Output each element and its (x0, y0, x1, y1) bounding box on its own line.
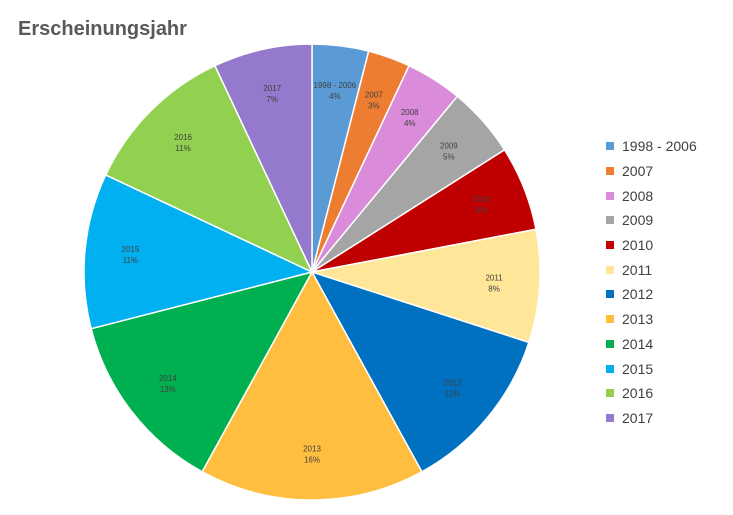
legend-item-2014: 2014 (606, 332, 697, 357)
legend-label: 2007 (622, 163, 654, 180)
legend-item-2012: 2012 (606, 282, 697, 307)
legend-swatch (606, 339, 614, 348)
pie-slice-2014 (90, 270, 314, 473)
legend-item-2015: 2015 (606, 356, 697, 381)
slice-label-2013: 2013 16% (303, 444, 321, 464)
legend-label: 2008 (622, 187, 654, 204)
legend-swatch (606, 167, 614, 176)
legend-item-2017: 2017 (606, 406, 697, 431)
legend-label: 2013 (622, 311, 654, 328)
slice-label-2009: 2009 5% (440, 141, 458, 161)
slice-label-2008: 2008 4% (401, 108, 419, 128)
slice-label-2012: 2012 12% (444, 378, 462, 398)
slice-label-2010: 2010 6% (473, 195, 491, 215)
legend-label: 2015 (622, 360, 654, 377)
legend-item-2007: 2007 (606, 159, 697, 184)
legend-item-2013: 2013 (606, 307, 697, 332)
legend-item-2009: 2009 (606, 208, 697, 233)
slice-label-2016: 2016 11% (174, 133, 192, 153)
slice-label-2017: 2017 7% (263, 84, 281, 104)
slice-label-2015: 2015 11% (122, 245, 140, 265)
pie-slice-2012 (310, 270, 530, 473)
legend-item-2008: 2008 (606, 183, 697, 208)
legend-label: 2014 (622, 335, 654, 352)
legend-swatch (606, 241, 614, 250)
chart-legend: 1998 - 2006 2007 2008 2009 2010 2011 2012 2013 2… (606, 134, 697, 430)
legend-label: 2012 (622, 286, 654, 303)
slice-label-2011: 2011 8% (485, 273, 503, 293)
legend-swatch (606, 413, 614, 422)
legend-swatch (606, 290, 614, 299)
pie-slice-2015 (83, 173, 315, 330)
legend-swatch (606, 191, 614, 200)
legend-swatch (606, 265, 614, 274)
legend-item-2011: 2011 (606, 257, 697, 282)
chart-title: Erscheinungsjahr (18, 18, 187, 40)
pie-slice-2017 (213, 43, 313, 273)
legend-swatch (606, 216, 614, 225)
pie-slice-2013 (201, 270, 423, 501)
legend-label: 2017 (622, 409, 654, 426)
slice-label-2014: 2014 13% (159, 374, 177, 394)
legend-label: 2016 (622, 385, 654, 402)
legend-label: 2010 (622, 237, 654, 254)
slice-label-2007: 2007 3% (365, 90, 383, 110)
legend-swatch (606, 315, 614, 324)
legend-swatch (606, 364, 614, 373)
pie-slice-2011 (311, 228, 541, 344)
pie-slice-2016 (104, 64, 314, 274)
legend-swatch (606, 142, 614, 151)
legend-label: 2011 (622, 261, 653, 278)
legend-label: 2009 (622, 212, 654, 229)
slice-label-1998-2006: 1998 - 2006 4% (314, 81, 357, 101)
legend-item-1998-2006: 1998 - 2006 (606, 134, 697, 159)
legend-swatch (606, 389, 614, 398)
legend-label: 1998 - 2006 (622, 138, 697, 155)
legend-item-2010: 2010 (606, 233, 697, 258)
legend-item-2016: 2016 (606, 381, 697, 406)
